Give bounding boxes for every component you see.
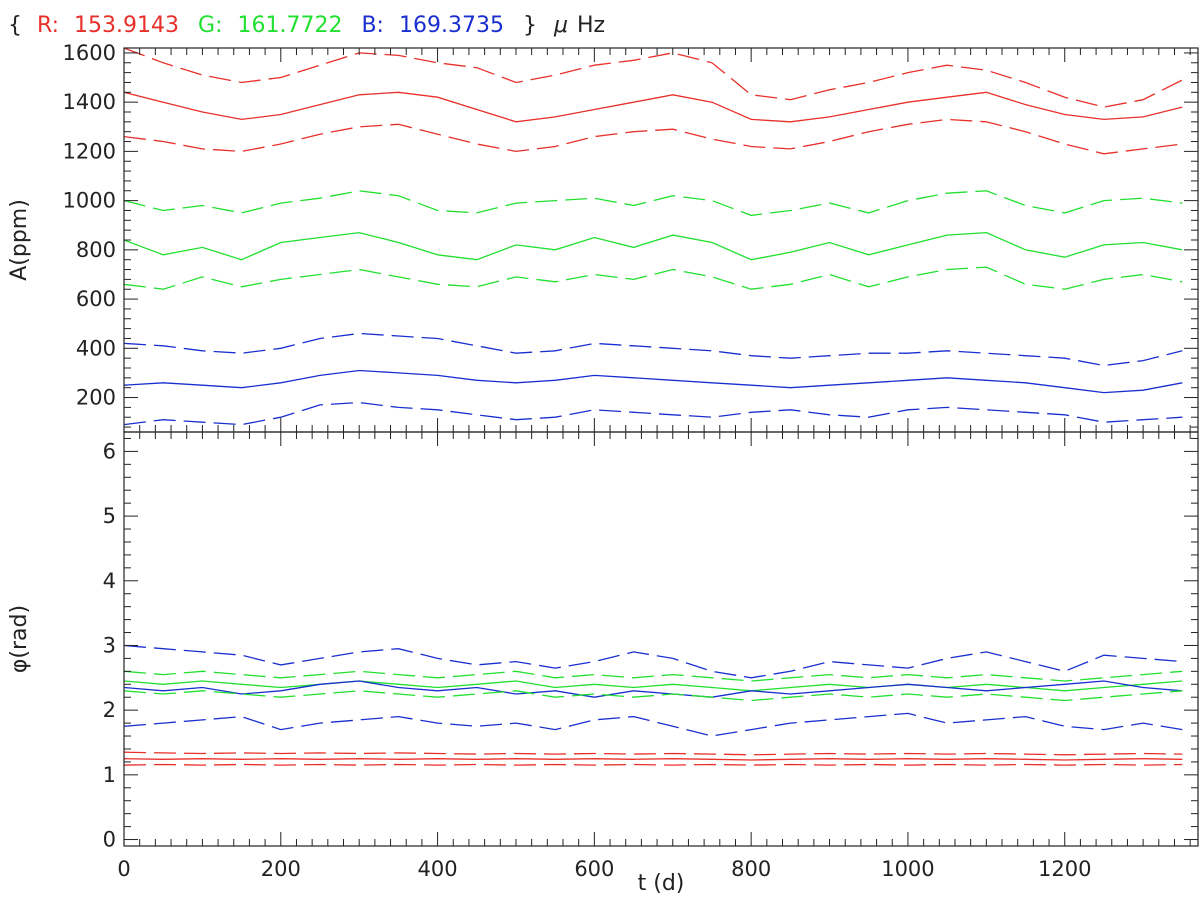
y-tick-label-0: 600 [76,287,116,311]
y-tick-label-1: 2 [103,698,116,722]
series-line-0-1 [123,91,1183,123]
series-line-0-0 [123,47,1183,108]
g-label: G: [198,13,222,38]
series-line-0-3 [123,190,1183,217]
series-line-1-2 [123,680,1183,692]
y-tick-label-0: 200 [76,386,116,410]
series-line-1-3 [123,680,1183,698]
b-value: 169.3735 [399,13,504,38]
series-line-1-1 [123,670,1183,682]
series-line-1-8 [123,763,1183,766]
series-line-1-4 [123,690,1183,702]
y-tick-label-1: 3 [103,633,116,657]
g-value: 161.7722 [237,13,342,38]
y-tick-label-0: 1400 [63,90,116,114]
chart-header: { R: 153.9143 G: 161.7722 B: 169.3735 } … [8,13,605,38]
header-text: { R: 153.9143 G: 161.7722 B: 169.3735 } … [8,13,605,38]
y-tick-label-0: 400 [76,336,116,360]
r-label: R: [37,13,59,38]
y-tick-label-0: 1200 [63,139,116,163]
y-tick-label-0: 1600 [63,41,116,65]
series-line-0-7 [123,369,1183,394]
series-line-1-7 [123,758,1183,761]
y-axis-title-1: φ(rad) [7,605,32,673]
b-label: B: [361,13,384,38]
plot-frame-0 [123,47,1199,433]
series-line-0-5 [123,266,1183,290]
amplitude-panel: 200 400 600 800 1000 1200 1400 1600 A(ppm) [7,41,1199,433]
close-brace: } [523,13,537,38]
y-tick-label-1: 0 [103,828,116,852]
r-value: 153.9143 [74,13,179,38]
series-line-0-4 [123,231,1183,261]
y-tick-label-0: 1000 [63,189,116,213]
x-tick-label: 600 [574,857,614,881]
y-tick-label-1: 6 [103,439,116,463]
series-line-1-6 [123,751,1183,756]
x-tick-label: 800 [731,857,771,881]
y-tick-label-1: 5 [103,504,116,528]
x-tick-label: 1000 [881,857,934,881]
x-tick-label: 0 [117,857,130,881]
x-tick-label: 400 [418,857,458,881]
y-tick-label-1: 1 [103,763,116,787]
y-axis-title-0: A(ppm) [7,199,32,281]
x-axis-title: t (d) [638,871,685,896]
y-tick-label-0: 800 [76,238,116,262]
open-brace: { [8,13,22,38]
series-line-1-0 [123,644,1183,679]
mu-symbol: μ [553,13,568,38]
unit-text: Hz [577,13,605,38]
plot-frame-1 [123,431,1199,847]
series-line-0-8 [123,401,1183,426]
series-line-0-2 [123,118,1183,155]
x-tick-label: 200 [261,857,301,881]
y-tick-label-1: 4 [103,569,116,593]
x-tick-label: 1200 [1038,857,1091,881]
phase-panel: 0 1 2 3 4 5 6 0 200 400 600 800 1000 1200 φ(rad) t (d) [7,431,1199,896]
series-line-1-5 [123,712,1183,737]
series-line-0-6 [123,332,1183,367]
